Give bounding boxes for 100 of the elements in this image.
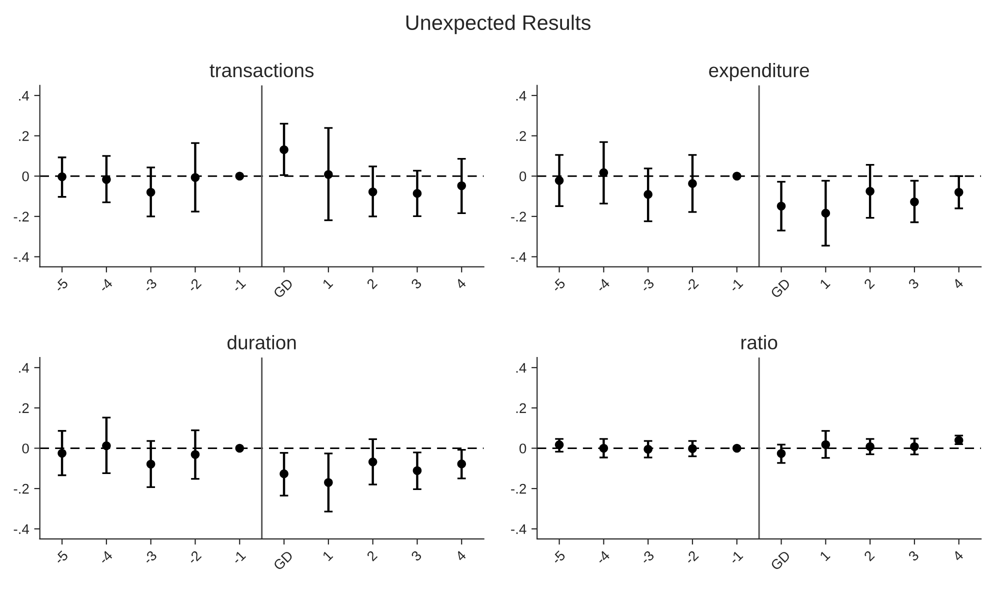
x-tick-label: -1 — [231, 278, 246, 293]
x-tick-label: -1 — [728, 278, 744, 293]
x-tick-label: -2 — [684, 278, 699, 293]
point — [324, 478, 333, 487]
point — [324, 170, 333, 179]
x-tick-label: -1 — [728, 550, 744, 565]
x-tick-label: 3 — [410, 550, 422, 562]
x-tick-label: -4 — [98, 278, 114, 293]
x-tick-label: GD — [272, 278, 294, 299]
x-tick-label: 2 — [864, 550, 875, 562]
y-tick-label: .2 — [19, 403, 29, 413]
chart-title: expenditure — [709, 62, 810, 82]
point — [644, 444, 652, 454]
y-tick-label: -.2 — [14, 484, 29, 494]
x-tick-label: -5 — [551, 278, 566, 293]
point — [280, 469, 288, 478]
x-tick-label: 1 — [819, 550, 830, 562]
point — [190, 173, 200, 182]
y-tick-label: 0 — [519, 444, 526, 454]
y-tick-label: .2 — [19, 131, 29, 141]
y-tick-label: .4 — [19, 363, 30, 373]
x-tick-label: GD — [272, 550, 294, 571]
chart-title: transactions — [210, 62, 314, 78]
x-tick-label: -2 — [186, 550, 202, 565]
point — [821, 208, 830, 218]
point — [190, 450, 200, 459]
point — [954, 188, 964, 197]
y-tick-label: -.2 — [511, 484, 526, 494]
point — [102, 441, 111, 450]
x-tick-label: 1 — [322, 550, 334, 562]
x-tick-label: 1 — [819, 278, 830, 290]
y-tick-label: 0 — [22, 171, 29, 182]
x-tick-label: -5 — [54, 278, 69, 293]
point — [776, 449, 786, 458]
x-tick-label: -3 — [142, 278, 158, 293]
y-tick-label: 0 — [519, 171, 526, 182]
x-tick-label: 3 — [410, 278, 422, 290]
point — [732, 444, 742, 453]
point — [146, 460, 156, 469]
point — [235, 444, 244, 453]
x-tick-label: -3 — [640, 550, 655, 565]
point — [412, 189, 422, 198]
y-tick-label: .4 — [516, 90, 526, 101]
x-tick-label: 4 — [454, 278, 467, 290]
point — [554, 176, 564, 185]
point — [866, 442, 874, 452]
point — [910, 198, 919, 206]
y-tick-label: -.2 — [511, 212, 526, 222]
point — [280, 145, 288, 154]
x-tick-label: -4 — [596, 278, 610, 293]
y-tick-label: -.4 — [14, 524, 30, 534]
point — [688, 444, 697, 454]
point — [58, 448, 66, 458]
x-tick-label: 3 — [908, 278, 920, 290]
x-tick-label: 2 — [864, 278, 875, 290]
point — [58, 172, 66, 182]
x-tick-label: -4 — [596, 550, 610, 565]
x-tick-label: -3 — [640, 278, 655, 293]
text: Unexpected Results — [406, 14, 590, 34]
y-tick-label: .2 — [516, 403, 526, 413]
point — [457, 460, 466, 468]
x-tick-label: -2 — [684, 550, 699, 565]
point — [910, 442, 919, 452]
point — [688, 179, 697, 188]
point — [457, 181, 466, 190]
y-tick-label: -.2 — [14, 212, 29, 222]
x-tick-label: 3 — [908, 550, 920, 562]
point — [102, 175, 111, 184]
x-tick-label: -5 — [54, 550, 69, 565]
point — [368, 458, 378, 466]
x-tick-label: 2 — [366, 278, 378, 290]
y-tick-label: .2 — [516, 131, 526, 141]
point — [554, 440, 564, 450]
x-tick-label: -3 — [142, 550, 158, 565]
point — [368, 187, 378, 196]
x-tick-label: -2 — [186, 278, 202, 293]
point — [821, 440, 830, 449]
point — [776, 202, 786, 211]
y-tick-label: -.4 — [511, 252, 526, 262]
point — [235, 172, 244, 181]
x-tick-label: 4 — [952, 278, 964, 290]
point — [412, 466, 422, 475]
y-tick-label: 0 — [22, 444, 29, 454]
y-tick-label: .4 — [516, 363, 526, 373]
x-tick-label: 1 — [322, 278, 334, 290]
point — [732, 172, 742, 181]
point — [146, 188, 156, 197]
x-tick-label: -1 — [231, 550, 246, 565]
point — [599, 168, 608, 178]
y-tick-label: -.4 — [14, 252, 30, 262]
y-tick-label: -.4 — [511, 524, 526, 534]
y-tick-label: .4 — [19, 90, 30, 101]
x-tick-label: 2 — [366, 550, 378, 562]
x-tick-label: -5 — [551, 550, 566, 565]
x-tick-label: GD — [770, 278, 791, 299]
point — [866, 186, 874, 196]
x-tick-label: GD — [770, 550, 791, 571]
x-tick-label: 4 — [952, 550, 964, 562]
point — [644, 190, 652, 199]
chart-title: duration — [228, 335, 296, 350]
